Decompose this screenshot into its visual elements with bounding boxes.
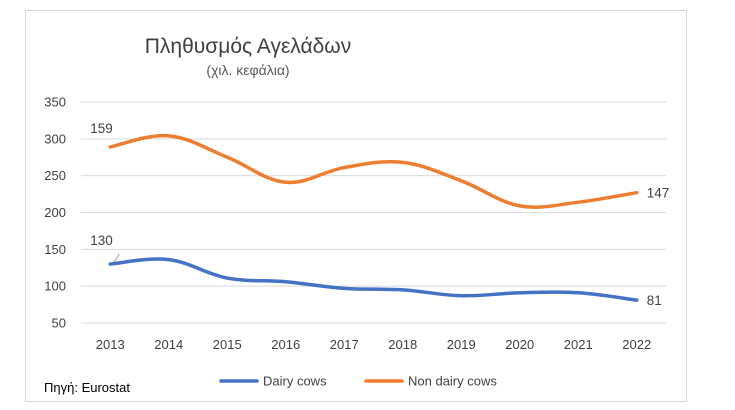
- x-tick-label: 2018: [388, 337, 417, 352]
- y-tick-label: 150: [44, 242, 66, 257]
- data-label: 159: [90, 121, 113, 136]
- series-line-non-dairy-cows: [108, 133, 639, 210]
- data-label-leader: [113, 253, 120, 263]
- x-axis-ticks: 2013 2014 2015 2016 2017 2018 2019 2020 2021 2022: [96, 337, 651, 352]
- x-tick-label: 2015: [213, 337, 242, 352]
- legend-label: Non dairy cows: [408, 374, 497, 389]
- y-tick-label: 250: [44, 168, 66, 183]
- data-labels: 130 81 159 147: [90, 121, 669, 308]
- data-label: 81: [647, 293, 662, 308]
- x-tick-label: 2016: [271, 337, 300, 352]
- x-tick-label: 2013: [96, 337, 125, 352]
- data-label: 147: [647, 186, 670, 201]
- x-tick-label: 2019: [447, 337, 476, 352]
- y-tick-label: 300: [44, 131, 66, 146]
- x-tick-label: 2014: [154, 337, 183, 352]
- y-tick-label: 100: [44, 279, 66, 294]
- data-label: 130: [90, 233, 113, 248]
- y-axis-ticks: 50 100 150 200 250 300 350: [44, 95, 66, 331]
- source-note: Πηγή: Eurostat: [44, 380, 130, 395]
- series-lines: [108, 133, 639, 302]
- y-tick-label: 350: [44, 95, 66, 110]
- chart-frame: Πληθυσμός Αγελάδων (χιλ. κεφάλια) 50 100 1…: [25, 10, 687, 402]
- x-tick-label: 2020: [505, 337, 534, 352]
- y-tick-label: 50: [52, 316, 66, 331]
- chart-title: Πληθυσμός Αγελάδων: [145, 35, 351, 58]
- y-tick-label: 200: [44, 205, 66, 220]
- series-line-dairy-cows: [108, 257, 639, 302]
- x-tick-label: 2017: [330, 337, 359, 352]
- legend: Dairy cows Non dairy cows: [219, 374, 497, 389]
- line-chart: Πληθυσμός Αγελάδων (χιλ. κεφάλια) 50 100 1…: [44, 35, 669, 395]
- legend-label: Dairy cows: [263, 374, 327, 389]
- chart-subtitle: (χιλ. κεφάλια): [206, 62, 289, 78]
- x-tick-label: 2021: [564, 337, 593, 352]
- x-tick-label: 2022: [622, 337, 651, 352]
